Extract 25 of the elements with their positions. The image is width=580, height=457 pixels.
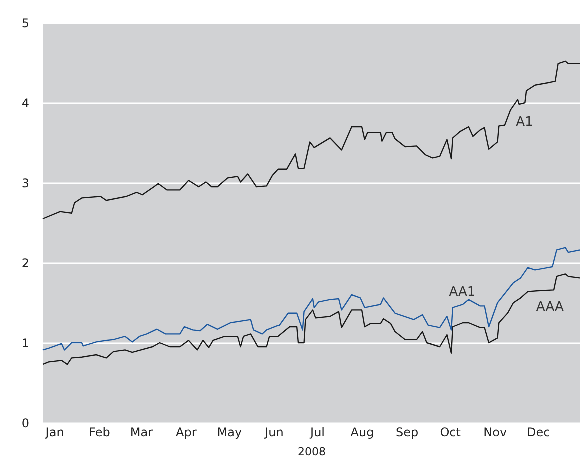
y-tick-label: 1 bbox=[22, 336, 30, 350]
x-tick-label: Feb bbox=[89, 426, 110, 440]
series-label: AAA bbox=[536, 300, 564, 315]
x-tick-label: Apr bbox=[176, 426, 197, 440]
y-tick-label: 4 bbox=[22, 96, 30, 110]
y-tick-label: 5 bbox=[22, 16, 30, 30]
x-tick-label: Dec bbox=[527, 426, 550, 440]
x-tick-label: Jun bbox=[264, 426, 284, 440]
line-series bbox=[42, 274, 580, 366]
x-tick-label: Nov bbox=[484, 426, 508, 440]
line-series bbox=[42, 60, 580, 220]
series-label: AA1 bbox=[449, 285, 476, 300]
x-axis-title: 2008 bbox=[298, 446, 326, 457]
x-tick-label: Jan bbox=[44, 426, 64, 440]
series-label: A1 bbox=[516, 115, 534, 130]
y-tick-label: 0 bbox=[22, 416, 30, 430]
x-tick-label: Sep bbox=[396, 426, 419, 440]
x-tick-label: Jul bbox=[310, 426, 326, 440]
line-series bbox=[42, 247, 580, 351]
y-tick-label: 2 bbox=[22, 256, 30, 270]
x-tick-label: May bbox=[217, 426, 242, 440]
y-tick-label: 3 bbox=[22, 176, 30, 190]
x-tick-label: Aug bbox=[350, 426, 374, 440]
x-tick-label: Oct bbox=[440, 426, 462, 440]
x-tick-label: Mar bbox=[130, 426, 154, 440]
